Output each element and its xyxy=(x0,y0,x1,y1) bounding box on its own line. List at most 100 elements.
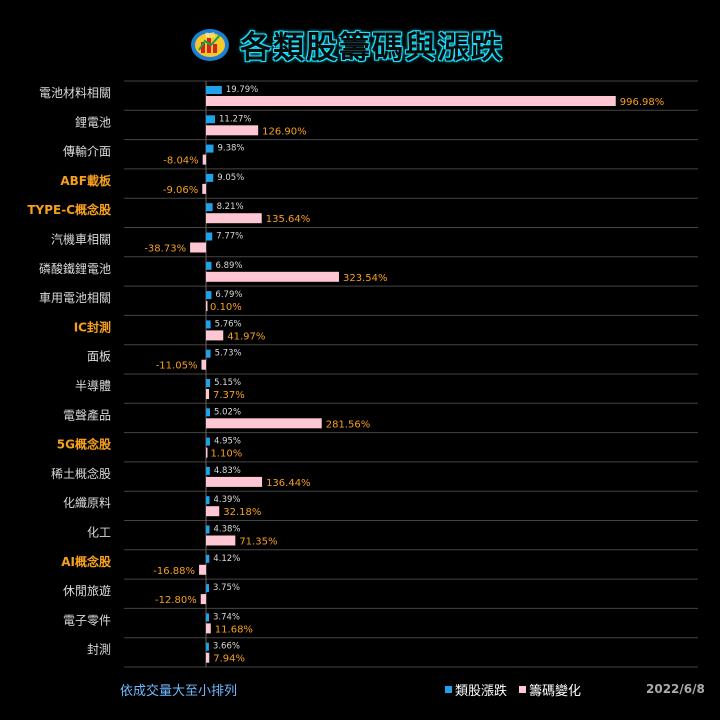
chip-bar xyxy=(206,652,210,663)
category-label: 汽機車相關 xyxy=(51,232,111,247)
legend-item-price: 類股漲跌 xyxy=(445,680,507,699)
chip-value-label: -16.88% xyxy=(153,566,195,577)
chip-bar xyxy=(206,96,616,106)
chart-title: 各類股籌碼與漲跌 xyxy=(240,30,504,66)
price-value-label: 19.79% xyxy=(226,85,258,95)
date-label: 2022/6/8 xyxy=(646,682,705,696)
chip-bar xyxy=(199,564,206,575)
chip-value-label: -12.80% xyxy=(155,595,197,606)
price-bar xyxy=(206,320,211,329)
category-label: 磷酸鐵鋰電池 xyxy=(39,261,111,276)
price-value-label: 3.75% xyxy=(213,583,240,593)
sort-note: 依成交量大至小排列 xyxy=(120,684,238,699)
category-label: IC封測 xyxy=(74,319,111,334)
category-label: 電子零件 xyxy=(63,613,111,627)
category-label: 封測 xyxy=(87,643,111,657)
chip-value-label: 135.64% xyxy=(266,214,311,225)
chip-bar xyxy=(206,623,211,634)
chip-value-label: 7.94% xyxy=(213,654,245,665)
chip-value-label: -9.06% xyxy=(163,185,198,196)
price-value-label: 9.05% xyxy=(217,173,244,183)
category-label: 5G概念股 xyxy=(57,437,112,452)
price-value-label: 3.74% xyxy=(213,612,240,622)
chip-bar xyxy=(206,125,259,136)
category-label: 車用電池相關 xyxy=(39,291,111,305)
price-value-label: 5.76% xyxy=(215,319,242,329)
category-label: 稀土概念股 xyxy=(51,466,111,481)
chart-legend: 類股漲跌 籌碼變化 xyxy=(445,680,581,699)
price-bar xyxy=(206,642,209,651)
price-value-label: 6.89% xyxy=(216,261,243,271)
price-bar xyxy=(206,379,211,387)
price-bar xyxy=(206,144,214,153)
chip-value-label: 32.18% xyxy=(223,507,261,518)
price-value-label: 5.15% xyxy=(214,378,241,388)
chip-value-label: -38.73% xyxy=(144,244,186,255)
price-bar xyxy=(206,496,210,505)
price-bar xyxy=(206,173,214,182)
price-value-label: 4.83% xyxy=(214,466,241,476)
chip-value-label: -8.04% xyxy=(163,156,198,167)
category-label: 鋰電池 xyxy=(75,115,111,129)
category-label: TYPE-C概念股 xyxy=(27,202,112,217)
price-bar xyxy=(206,466,210,475)
chip-bar xyxy=(206,447,208,458)
price-bar xyxy=(206,232,213,241)
price-bar xyxy=(206,261,212,270)
chip-bar xyxy=(202,183,206,194)
category-label: 休閒旅遊 xyxy=(63,583,111,598)
chip-bar xyxy=(202,154,206,165)
price-value-label: 4.39% xyxy=(214,495,241,505)
price-value-label: 4.12% xyxy=(213,554,240,564)
category-label: 化工 xyxy=(87,526,111,540)
chip-bar xyxy=(206,271,339,282)
chip-bar xyxy=(206,301,208,312)
logo-icon: 資訊 xyxy=(190,28,230,62)
category-label: 半導體 xyxy=(75,379,111,393)
chip-value-label: 996.98% xyxy=(620,97,665,108)
price-bar xyxy=(206,554,210,563)
chip-value-label: 281.56% xyxy=(326,419,371,430)
price-bar xyxy=(206,408,211,417)
price-bar xyxy=(206,291,212,300)
legend-label-price: 類股漲跌 xyxy=(455,684,508,699)
chip-value-label: 136.44% xyxy=(266,478,311,489)
chart-header: 資訊 各類股籌碼與漲跌 xyxy=(0,0,720,80)
price-value-label: 4.38% xyxy=(214,525,241,535)
chip-value-label: 71.35% xyxy=(239,537,277,548)
chip-value-label: 1.10% xyxy=(210,449,242,460)
legend-swatch-price xyxy=(445,686,452,693)
price-value-label: 5.73% xyxy=(215,349,242,359)
price-value-label: 3.66% xyxy=(213,642,240,652)
chip-bar xyxy=(206,213,262,224)
chip-value-label: 0.10% xyxy=(210,302,242,313)
chip-value-label: 323.54% xyxy=(343,273,388,284)
price-value-label: 11.27% xyxy=(219,114,251,124)
price-value-label: 6.79% xyxy=(215,290,242,300)
category-label: 電聲產品 xyxy=(63,407,111,422)
chip-bar xyxy=(200,594,206,605)
chip-bar xyxy=(201,359,206,370)
chip-value-label: -11.05% xyxy=(156,361,198,372)
chip-value-label: 41.97% xyxy=(227,331,265,342)
price-bar xyxy=(206,203,213,212)
legend-item-chip: 籌碼變化 xyxy=(519,680,581,699)
chip-value-label: 126.90% xyxy=(262,126,307,137)
chip-bar xyxy=(206,535,236,546)
chip-bar xyxy=(206,330,224,341)
price-bar xyxy=(206,584,209,593)
chip-value-label: 11.68% xyxy=(215,624,253,635)
chip-bar xyxy=(206,506,220,517)
category-label: 化纖原料 xyxy=(63,496,111,510)
chip-bar xyxy=(206,389,210,399)
legend-label-chip: 籌碼變化 xyxy=(529,684,582,699)
chip-value-label: 7.37% xyxy=(213,390,245,401)
price-value-label: 4.95% xyxy=(214,437,241,447)
category-label: AI概念股 xyxy=(61,554,112,569)
price-bar xyxy=(206,525,210,534)
category-label: ABF載板 xyxy=(60,173,112,188)
logo-text: 資訊 xyxy=(205,32,215,39)
price-bar xyxy=(206,349,211,358)
price-bar xyxy=(206,613,209,622)
